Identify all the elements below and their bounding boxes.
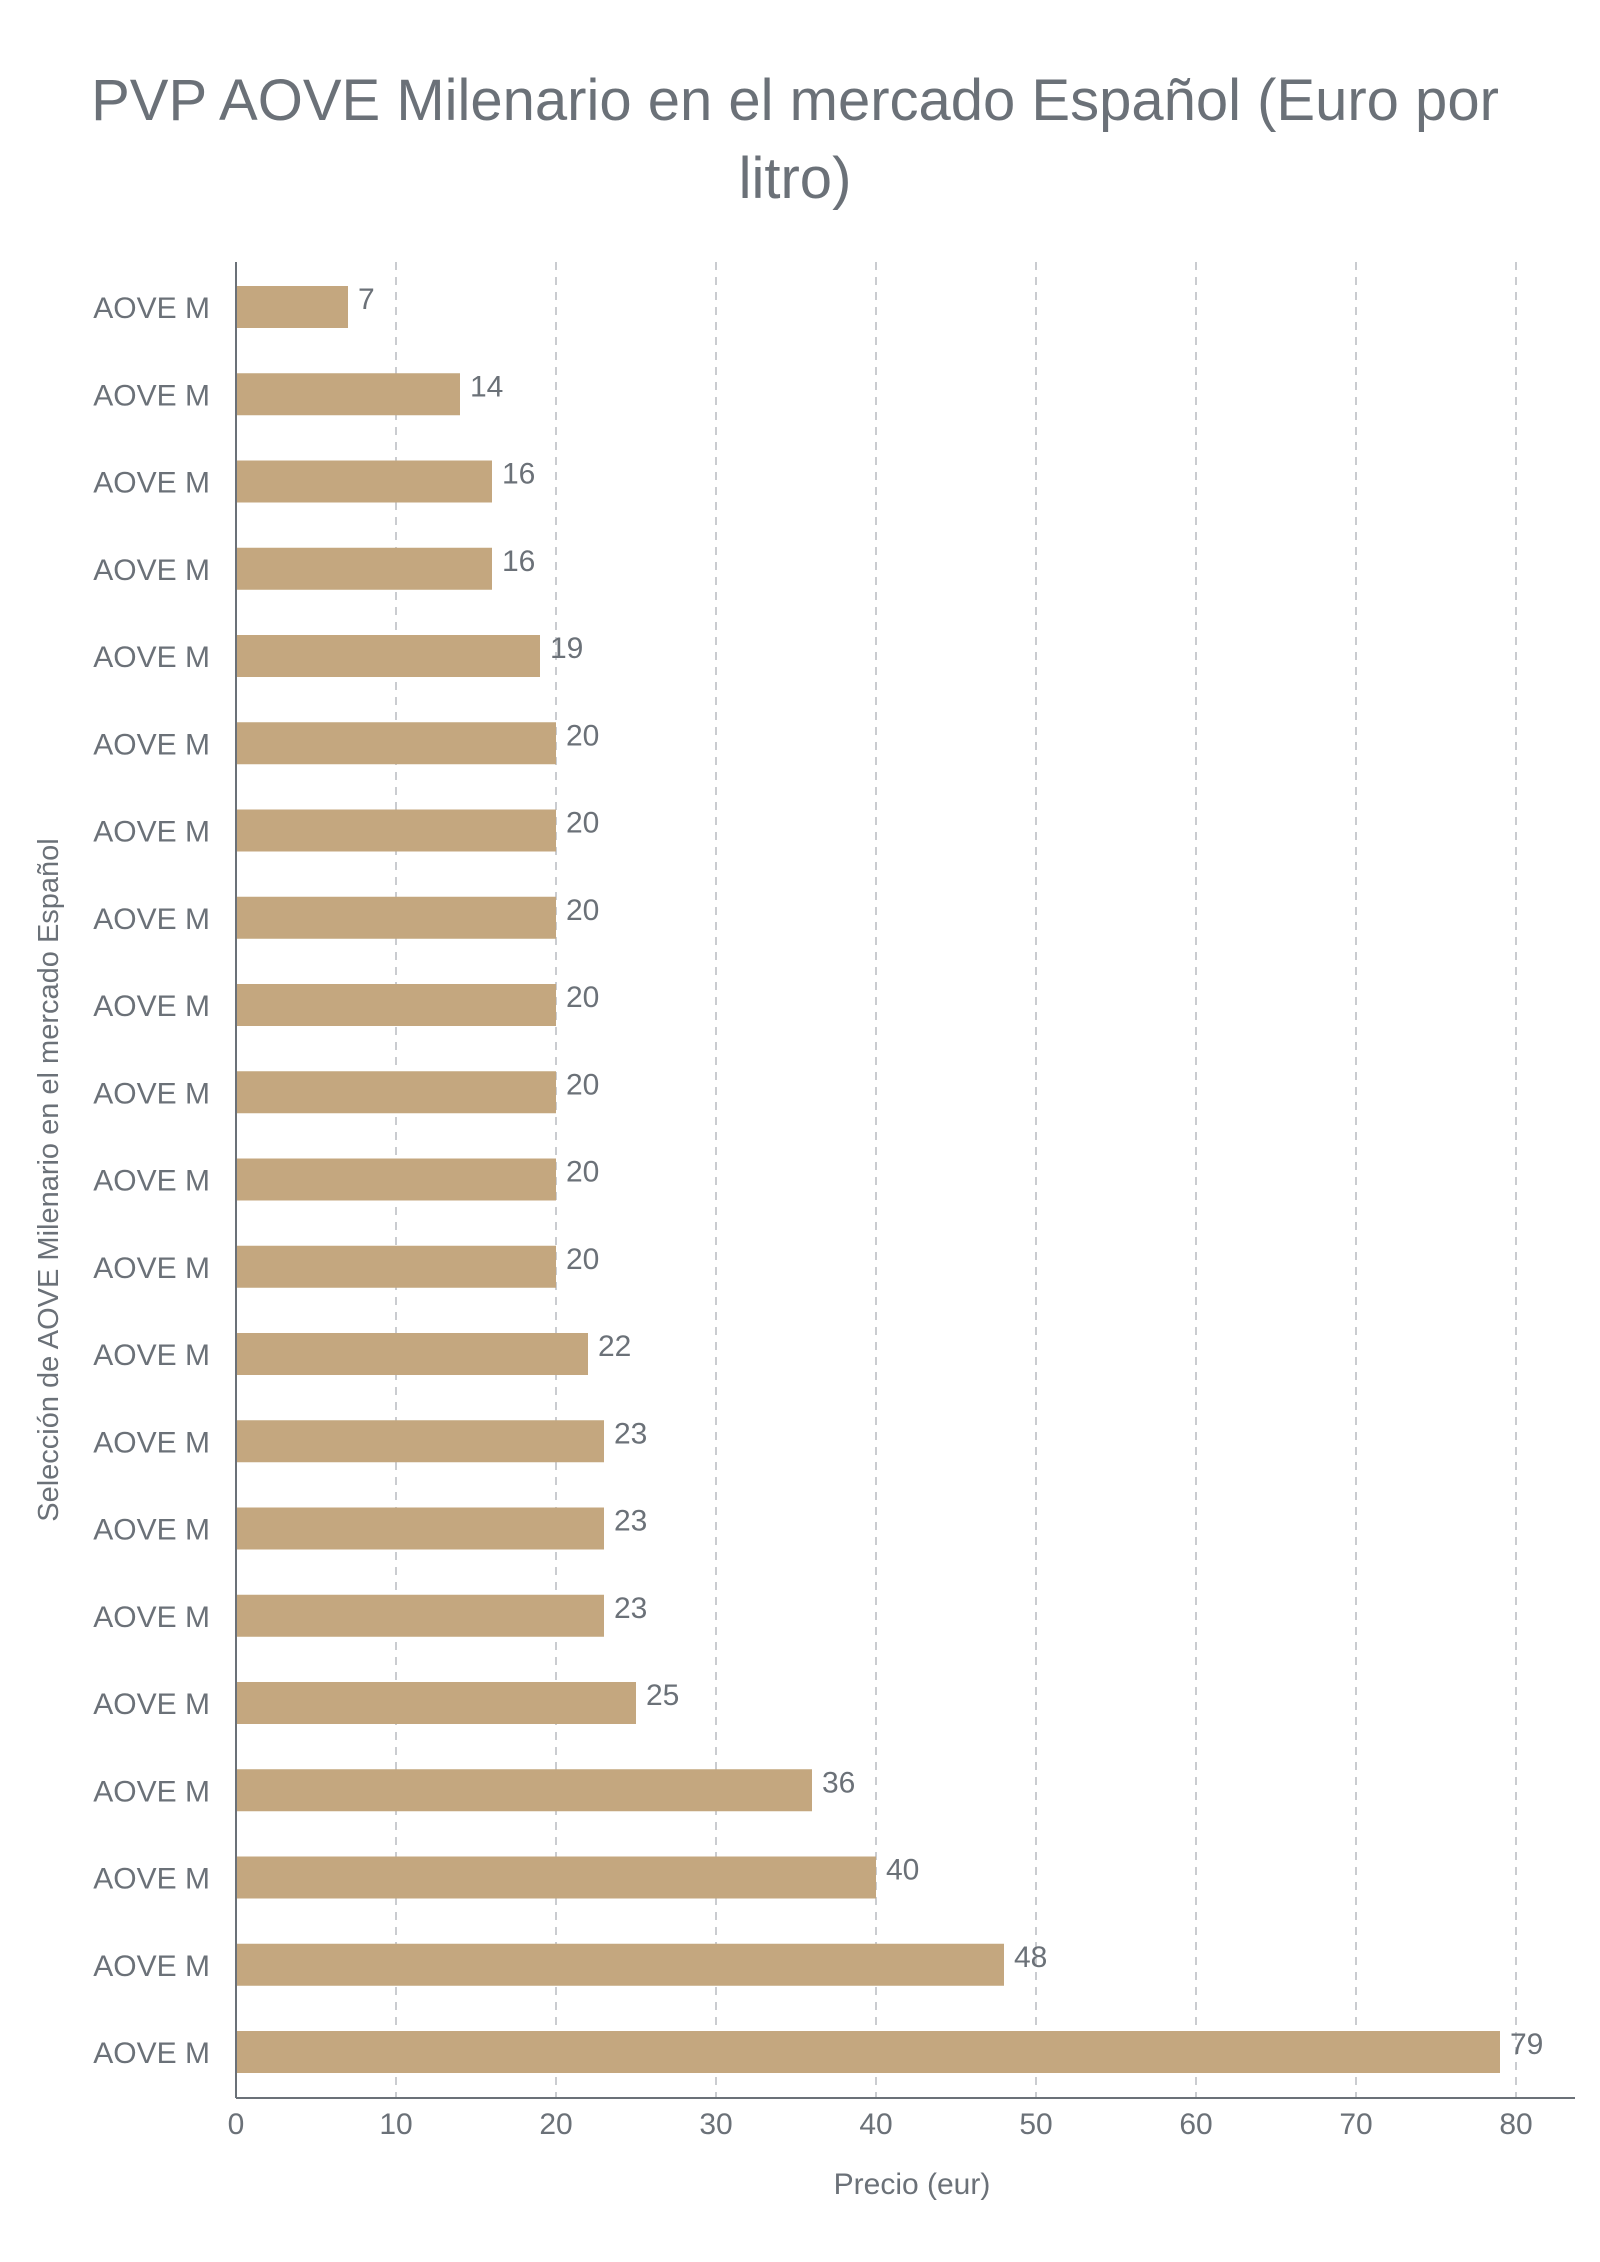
chart-title: PVP AOVE Milenario en el mercado Español…: [91, 68, 1499, 211]
value-label: 23: [614, 1417, 647, 1450]
value-label: 20: [566, 1243, 599, 1276]
category-label: AOVE M: [93, 1514, 210, 1547]
bar: [236, 1943, 1004, 1986]
bar: [236, 1507, 604, 1550]
y-axis-title: Selección de AOVE Milenario en el mercad…: [33, 838, 65, 1522]
category-label: AOVE M: [93, 1339, 210, 1372]
value-label: 79: [1510, 2028, 1543, 2061]
x-tick-label: 30: [699, 2108, 732, 2141]
value-label: 20: [566, 719, 599, 752]
value-label: 20: [566, 1068, 599, 1101]
value-label: 20: [566, 1156, 599, 1189]
value-label: 14: [470, 370, 503, 403]
x-tick-label: 20: [539, 2108, 572, 2141]
value-label: 16: [502, 458, 535, 491]
bar: [236, 1682, 636, 1724]
category-label: AOVE M: [93, 2037, 210, 2070]
value-label: 7: [358, 283, 375, 316]
value-label: 20: [566, 981, 599, 1014]
category-label: AOVE M: [93, 1863, 210, 1896]
bar: [236, 547, 492, 590]
value-label: 19: [550, 632, 583, 665]
bar: [236, 1071, 556, 1114]
x-axis-title: Precio (eur): [834, 2168, 991, 2201]
grid-lines: [395, 262, 1517, 2098]
bar: [236, 984, 556, 1026]
category-labels: AOVE M AOVE M AOVE M AOVE M AOVE M AOVE M AOVE…: [93, 292, 210, 2070]
category-label: AOVE M: [93, 554, 210, 587]
x-tick-label: 0: [228, 2108, 245, 2141]
category-label: AOVE M: [93, 816, 210, 849]
category-label: AOVE M: [93, 292, 210, 325]
category-label: AOVE M: [93, 990, 210, 1023]
bar: [236, 1245, 556, 1288]
category-label: AOVE M: [93, 1426, 210, 1459]
value-label: 48: [1014, 1941, 1047, 1974]
bar: [236, 722, 556, 765]
x-tick-label: 60: [1179, 2108, 1212, 2141]
bar: [236, 1333, 588, 1375]
bar: [236, 1420, 604, 1463]
value-label: 40: [886, 1854, 919, 1887]
category-label: AOVE M: [93, 728, 210, 761]
bar: [236, 1856, 876, 1899]
x-tick-label: 80: [1499, 2108, 1532, 2141]
category-label: AOVE M: [93, 641, 210, 674]
bar: [236, 373, 460, 416]
value-label: 16: [502, 545, 535, 578]
value-label: 23: [614, 1505, 647, 1538]
bar: [236, 2031, 1500, 2073]
value-label: 36: [822, 1766, 855, 1799]
value-label: 25: [646, 1679, 679, 1712]
value-label: 20: [566, 807, 599, 840]
category-label: AOVE M: [93, 1077, 210, 1110]
value-label: 20: [566, 894, 599, 927]
category-label: AOVE M: [93, 1688, 210, 1721]
value-label: 23: [614, 1592, 647, 1625]
bar: [236, 286, 348, 328]
x-tick-label: 70: [1339, 2108, 1372, 2141]
bar: [236, 1594, 604, 1637]
category-label: AOVE M: [93, 903, 210, 936]
value-labels: 7 14 16 16 19 20 20 20 20 20 20 20 22 23 23 23 25 36 40 48 7…: [358, 283, 1543, 2061]
bar: [236, 635, 540, 677]
category-label: AOVE M: [93, 1950, 210, 1983]
bars: [236, 286, 1500, 2073]
category-label: AOVE M: [93, 467, 210, 500]
category-label: AOVE M: [93, 379, 210, 412]
x-tick-label: 50: [1019, 2108, 1052, 2141]
category-label: AOVE M: [93, 1165, 210, 1198]
category-label: AOVE M: [93, 1601, 210, 1634]
category-label: AOVE M: [93, 1252, 210, 1285]
bar: [236, 1158, 556, 1201]
bar: [236, 1769, 812, 1812]
x-tick-label: 10: [379, 2108, 412, 2141]
x-tick-labels: 0 10 20 30 40 50 60 70 80: [228, 2108, 1533, 2141]
category-label: AOVE M: [93, 1775, 210, 1808]
bar: [236, 460, 492, 503]
value-label: 22: [598, 1330, 631, 1363]
bar: [236, 896, 556, 939]
x-tick-label: 40: [859, 2108, 892, 2141]
bar: [236, 809, 556, 852]
